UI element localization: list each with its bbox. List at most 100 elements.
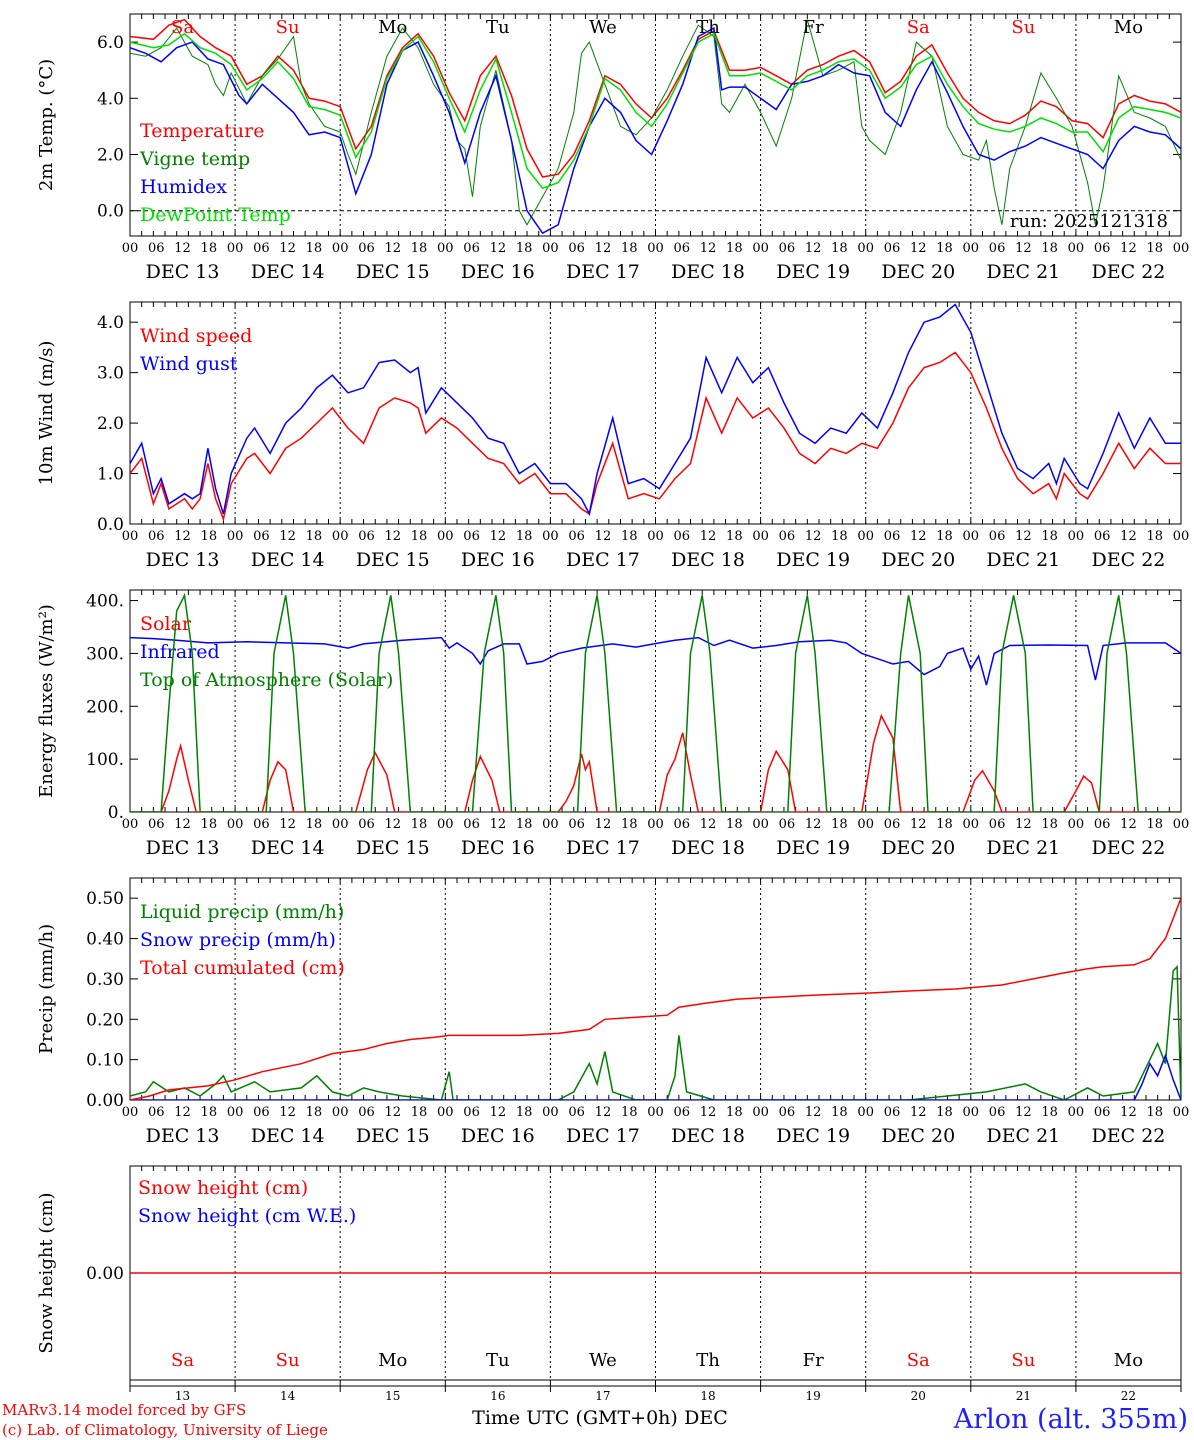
x-hour-tick-label: 06 xyxy=(674,1105,691,1120)
x-hour-tick-label: 06 xyxy=(253,1105,270,1120)
x-hour-tick-label: 00 xyxy=(227,529,244,544)
y-tick-label: 0.10 xyxy=(86,1051,124,1071)
legend-entry: Snow height (cm W.E.) xyxy=(138,1205,356,1227)
x-hour-tick-label: 12 xyxy=(1015,241,1032,256)
x-hour-tick-label: 18 xyxy=(516,817,533,832)
x-date-label: DEC 16 xyxy=(461,837,535,859)
y-tick-label: 100. xyxy=(86,750,124,770)
x-hour-tick-label: 00 xyxy=(752,1105,769,1120)
x-hour-tick-label: 00 xyxy=(332,1105,349,1120)
x-hour-tick-label: 00 xyxy=(857,1105,874,1120)
x-date-label: DEC 18 xyxy=(671,837,745,859)
day-of-week-label: Fr xyxy=(803,1350,824,1371)
x-hour-tick-label: 06 xyxy=(674,241,691,256)
x-hour-tick-label: 00 xyxy=(437,817,454,832)
y-tick-label: 3.0 xyxy=(97,364,124,384)
series-line-liquid-precip-mm-h- xyxy=(130,965,1181,1100)
x-hour-tick-label: 00 xyxy=(332,529,349,544)
x-date-label: DEC 17 xyxy=(566,1125,640,1147)
x-hour-tick-label: 00 xyxy=(1068,241,1085,256)
x-hour-tick-label: 00 xyxy=(122,817,139,832)
x-hour-tick-label: 00 xyxy=(542,529,559,544)
x-date-label: DEC 20 xyxy=(881,1125,955,1147)
day-of-week-label: Sa xyxy=(907,1350,930,1371)
x-date-label: DEC 20 xyxy=(881,261,955,283)
x-hour-tick-label: 06 xyxy=(989,817,1006,832)
x-hour-tick-label: 12 xyxy=(595,1105,612,1120)
x-date-label: DEC 14 xyxy=(251,837,325,859)
x-hour-tick-label: 18 xyxy=(516,529,533,544)
x-hour-tick-label: 06 xyxy=(989,241,1006,256)
legend-entry: DewPoint Temp xyxy=(140,204,291,226)
y-tick-label: 200. xyxy=(86,697,124,717)
y-axis-label: Precip (mm/h) xyxy=(36,924,57,1054)
chart-panel-5: 0.00 Snow height (cm) Snow height (cm) Snow… xyxy=(36,1165,1182,1381)
x-hour-tick-label: 18 xyxy=(201,241,218,256)
x-hour-tick-label: 00 xyxy=(647,529,664,544)
chart-panel-3: 0. 100. 200. 300. 400. Energy fluxes (W/m²) So… xyxy=(36,589,1189,859)
x-axis-title: Time UTC (GMT+0h) xyxy=(472,1407,678,1429)
x-hour-tick-label: 18 xyxy=(1146,817,1163,832)
x-hour-tick-label: 06 xyxy=(148,241,165,256)
y-axis-label: Snow height (cm) xyxy=(36,1192,57,1353)
series-line-vigne-temp xyxy=(130,19,1181,226)
x-hour-tick-label: 00 xyxy=(437,1105,454,1120)
x-hour-tick-label: 06 xyxy=(463,529,480,544)
x-hour-tick-label: 18 xyxy=(726,817,743,832)
x-hour-tick-label: 06 xyxy=(148,529,165,544)
x-hour-tick-label: 00 xyxy=(542,1105,559,1120)
x-hour-tick-label: 18 xyxy=(1146,1105,1163,1120)
series-line-wind-gust xyxy=(130,303,1181,517)
x-date-label: DEC 18 xyxy=(671,549,745,571)
y-tick-label: 0.50 xyxy=(86,889,124,909)
x-hour-tick-label: 06 xyxy=(1094,817,1111,832)
lab-credit: (c) Lab. of Climatology, University of L… xyxy=(2,1421,328,1439)
x-date-label: DEC 19 xyxy=(776,837,850,859)
x-hour-tick-label: 12 xyxy=(279,241,296,256)
x-hour-tick-label: 12 xyxy=(910,529,927,544)
x-hour-tick-label: 12 xyxy=(279,529,296,544)
x-hour-tick-label: 12 xyxy=(1120,529,1137,544)
day-of-week-label: Fr xyxy=(803,17,824,38)
day-of-week-label: Tu xyxy=(486,1350,510,1371)
x-date-label: DEC 19 xyxy=(776,1125,850,1147)
x-hour-tick-label: 12 xyxy=(700,241,717,256)
day-of-week-label: We xyxy=(589,1350,617,1371)
x-hour-tick-label: 18 xyxy=(516,241,533,256)
x-date-label: DEC 18 xyxy=(671,261,745,283)
day-number-label: 21 xyxy=(1016,1389,1031,1403)
y-tick-label: 2.0 xyxy=(97,146,124,166)
x-hour-tick-label: 06 xyxy=(568,817,585,832)
footer: MARv3.14 model forced by GFS (c) Lab. of … xyxy=(2,1401,1188,1439)
y-tick-label: 0. xyxy=(108,803,124,823)
x-date-label: DEC 13 xyxy=(146,837,220,859)
x-hour-tick-label: 06 xyxy=(674,529,691,544)
x-hour-tick-label: 12 xyxy=(1015,817,1032,832)
x-hour-tick-label: 18 xyxy=(936,529,953,544)
x-hour-tick-label: 12 xyxy=(490,1105,507,1120)
day-of-week-label: Sa xyxy=(907,17,930,38)
legend-entry: Snow height (cm) xyxy=(138,1177,308,1199)
y-axis-label: 10m Wind (m/s) xyxy=(36,341,57,486)
x-date-label: DEC 21 xyxy=(986,837,1060,859)
x-hour-tick-label: 12 xyxy=(384,529,401,544)
x-hour-tick-label: 12 xyxy=(279,817,296,832)
y-tick-label: 0.0 xyxy=(97,202,124,222)
x-hour-tick-label: 18 xyxy=(1146,529,1163,544)
x-hour-tick-label: 18 xyxy=(1041,1105,1058,1120)
x-hour-tick-label: 06 xyxy=(463,817,480,832)
x-hour-tick-label: 00 xyxy=(1068,1105,1085,1120)
run-label: run: 2025121318 xyxy=(1010,211,1168,232)
x-hour-tick-label: 12 xyxy=(490,817,507,832)
x-hour-tick-label: 18 xyxy=(411,529,428,544)
x-hour-tick-label: 06 xyxy=(989,529,1006,544)
y-tick-label: 0.00 xyxy=(86,1264,124,1284)
x-hour-tick-label: 18 xyxy=(936,817,953,832)
legend-entry: Humidex xyxy=(140,176,227,198)
x-hour-tick-label: 12 xyxy=(384,817,401,832)
x-date-label: DEC 15 xyxy=(356,549,430,571)
x-date-label: DEC 15 xyxy=(356,837,430,859)
x-hour-tick-label: 18 xyxy=(1041,241,1058,256)
x-hour-tick-label: 12 xyxy=(1120,241,1137,256)
x-date-label: DEC 13 xyxy=(146,549,220,571)
